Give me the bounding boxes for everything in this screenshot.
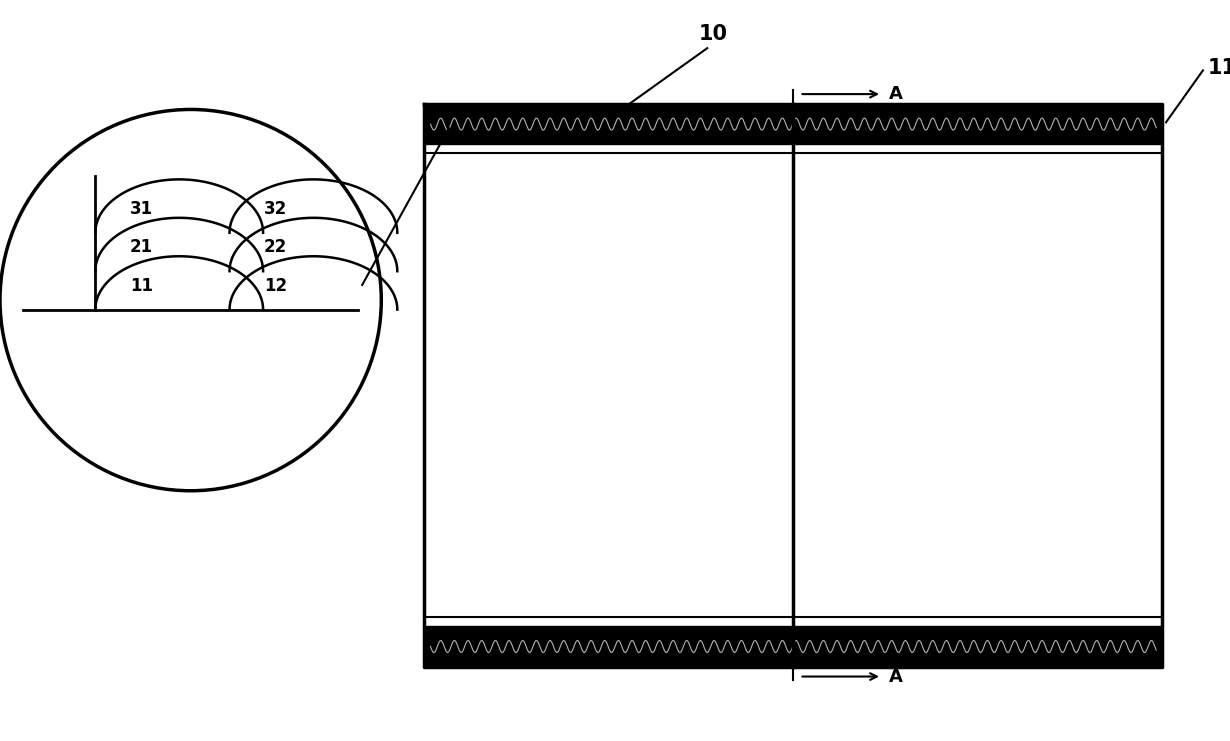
Text: 22: 22 bbox=[264, 238, 288, 256]
Text: 12: 12 bbox=[264, 276, 288, 295]
Text: 32: 32 bbox=[264, 200, 288, 218]
Text: 11: 11 bbox=[1208, 59, 1230, 78]
Text: A: A bbox=[889, 85, 903, 103]
Text: 11: 11 bbox=[130, 276, 153, 295]
Text: 21: 21 bbox=[130, 238, 153, 256]
Text: 10: 10 bbox=[699, 24, 728, 44]
Text: A: A bbox=[889, 668, 903, 685]
Text: 31: 31 bbox=[130, 200, 153, 218]
